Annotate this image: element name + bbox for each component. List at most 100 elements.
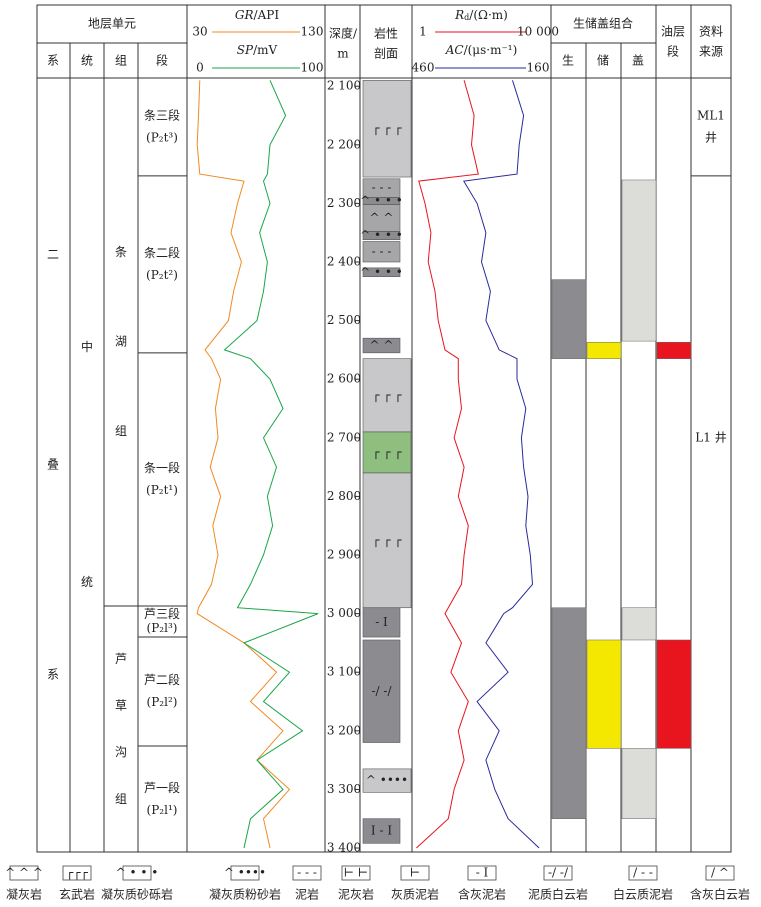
- lithology-block: [362, 639, 401, 743]
- lithology-symbol: ^ ^: [370, 211, 394, 225]
- legend-symbol: ⊢: [410, 866, 420, 880]
- lithology-symbol: ^ • • •: [360, 265, 403, 279]
- strat-char: 二: [47, 248, 59, 262]
- legend-symbol: - I: [476, 866, 489, 880]
- depth-label: 2 900: [327, 548, 361, 562]
- col-head: 剖面: [374, 47, 398, 61]
- member-name: 条一段: [144, 460, 180, 475]
- legend-label: 泥质白云岩: [528, 887, 588, 902]
- lithology-symbol: ┌ ┌ ┌: [372, 121, 402, 135]
- col-head: 油层: [661, 25, 685, 39]
- lithology-symbol: -/ -/: [371, 684, 392, 698]
- col-head: 深度/: [329, 26, 358, 41]
- log-title: GR/API: [235, 8, 279, 22]
- lithology-symbol: ┌ ┌ ┌: [372, 388, 402, 402]
- log-curve: [223, 80, 319, 849]
- log-curve: [196, 80, 291, 849]
- depth-label: 3 100: [327, 665, 361, 679]
- log-title-part: /mV: [253, 43, 277, 57]
- depth-label: 2 600: [327, 372, 361, 386]
- legend-label: 凝灰质砂砾岩: [101, 887, 173, 902]
- strat-char: 中: [81, 339, 93, 354]
- lithology-block: [362, 337, 401, 354]
- member-code: (P₂t²): [146, 268, 178, 282]
- log-title-part: SP: [237, 43, 254, 57]
- legend-swatch: [62, 865, 92, 881]
- col-head: 生储盖组合: [573, 16, 633, 31]
- col-head: 来源: [699, 45, 723, 59]
- frame: [36, 4, 732, 853]
- col-head: 盖: [632, 54, 644, 68]
- depth-label: 2 100: [327, 79, 361, 93]
- log-scale-left: 460: [412, 61, 435, 75]
- depth-label: 2 800: [327, 489, 361, 503]
- col-head: 段: [156, 53, 168, 68]
- log-title: SP/mV: [237, 43, 278, 57]
- legend-symbol: ^ ^ ^: [5, 866, 43, 880]
- lithology-block: [362, 472, 412, 609]
- lithology-symbol: ^ ••••: [366, 773, 408, 787]
- assessment-block: [656, 342, 692, 359]
- col-head: 资料: [699, 25, 723, 39]
- lithology-symbol: ┌ ┌ ┌: [372, 533, 402, 547]
- lithology-symbol: - I: [375, 615, 388, 629]
- lithology-block: [362, 267, 401, 277]
- legend-label: 含灰白云岩: [690, 887, 750, 902]
- depth-label: 3 300: [327, 782, 361, 796]
- lithology-block: [362, 204, 401, 232]
- lithology-symbol: - - -: [372, 244, 392, 258]
- lithology-block: [362, 358, 412, 433]
- col-head: m: [337, 47, 349, 61]
- member-name: 条二段: [144, 245, 180, 260]
- legend-swatch: [341, 865, 371, 881]
- depth-label: 3 000: [327, 606, 361, 620]
- log-title-part: GR: [235, 8, 254, 22]
- strat-char: 组: [115, 792, 127, 806]
- legend-symbol: - - -: [297, 866, 317, 880]
- member-code: (P₂t¹): [146, 483, 178, 497]
- strat-char: 叠: [47, 458, 59, 472]
- log-title: AC/(μs·m⁻¹): [445, 43, 518, 57]
- lithology-symbol: ^ • • •: [360, 228, 403, 242]
- legend-label: 泥灰岩: [338, 887, 374, 902]
- col-head: 统: [81, 54, 93, 68]
- depth-label: 2 300: [327, 196, 361, 210]
- legend-symbol: ^ • • •: [116, 866, 159, 880]
- col-head: 组: [115, 54, 127, 68]
- member-code: (P₂l³): [147, 621, 178, 635]
- depth-label: 2 700: [327, 430, 361, 444]
- log-scale-left: 1: [419, 25, 427, 39]
- source-name: 井: [705, 131, 717, 145]
- col-head: 段: [667, 44, 679, 59]
- depth-label: 3 200: [327, 723, 361, 737]
- lithology-block: [362, 80, 412, 178]
- log-scale-right: 160: [527, 61, 550, 75]
- strat-char: 条: [115, 245, 127, 259]
- legend-swatch: [400, 865, 430, 881]
- source-name: ML1: [697, 109, 725, 123]
- depth-label: 2 400: [327, 255, 361, 269]
- log-title-part: /(μs·m⁻¹): [464, 43, 518, 57]
- assessment-block: [656, 639, 692, 749]
- lithology-block: [362, 431, 412, 474]
- strat-char: 沟: [115, 745, 127, 759]
- assessment-block: [586, 639, 622, 749]
- log-scale-right: 100: [301, 61, 324, 75]
- depth-label: 2 500: [327, 313, 361, 327]
- member-code: (P₂l¹): [147, 803, 178, 817]
- legend-label: 灰质泥岩: [391, 887, 439, 902]
- col-head: 储: [597, 53, 609, 68]
- log-scale-left: 30: [192, 25, 207, 39]
- strat-char: 组: [115, 424, 127, 438]
- assessment-block: [586, 342, 622, 359]
- col-head: 系: [47, 54, 59, 68]
- lithology-symbol: - - -: [372, 181, 392, 195]
- legend-symbol: / - -: [633, 866, 653, 880]
- legend-label: 白云质泥岩: [613, 887, 673, 902]
- member-name: 芦一段: [144, 780, 180, 795]
- lithology-symbol: ^ • • •: [360, 194, 403, 208]
- member-name: 芦三段: [144, 606, 180, 621]
- lithology-block: [362, 818, 401, 844]
- strat-char: 统: [81, 575, 93, 589]
- legend-swatch: [467, 865, 497, 881]
